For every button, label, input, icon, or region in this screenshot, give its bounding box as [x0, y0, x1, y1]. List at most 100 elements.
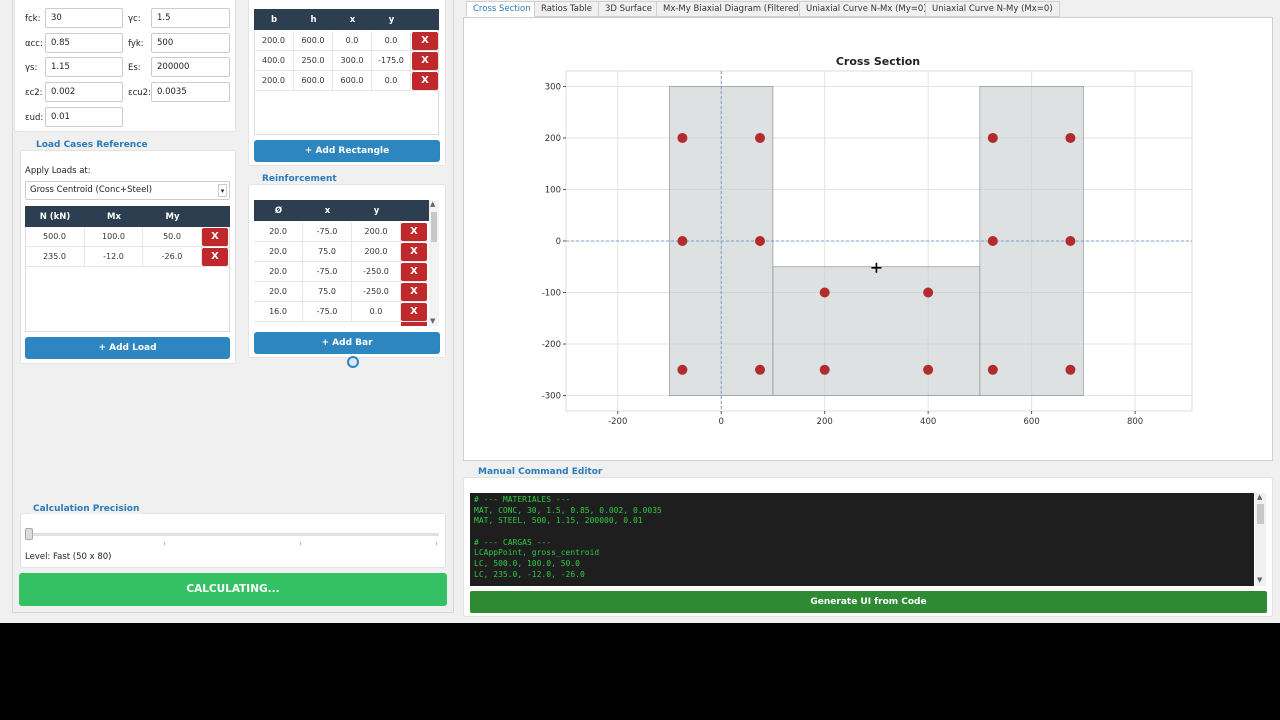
load-my-cell[interactable]: -26.0: [143, 247, 202, 266]
tab-5[interactable]: Uniaxial Curve N-My (Mx=0): [925, 1, 1060, 17]
calculate-button[interactable]: CALCULATING...: [19, 573, 447, 606]
rect-y-cell[interactable]: 0.0: [372, 71, 411, 90]
rect-h-cell[interactable]: 250.0: [294, 51, 333, 70]
plot-frame: -200 0 200 400 600 800 300 200 100 0 -100 -200 -300 …: [463, 17, 1273, 461]
bar-y-cell[interactable]: -250.0: [352, 262, 401, 281]
gamma-c-input[interactable]: 1.5: [151, 8, 230, 28]
delete-rect-button[interactable]: X: [412, 52, 438, 70]
tab-4[interactable]: Uniaxial Curve N-Mx (My=0): [799, 1, 934, 17]
y-tick-label: -100: [542, 289, 561, 299]
scroll-down-icon[interactable]: ▼: [1257, 576, 1263, 584]
fck-input[interactable]: 30: [45, 8, 123, 28]
rect-h-cell[interactable]: 600.0: [294, 31, 333, 50]
scroll-thumb[interactable]: [1257, 504, 1264, 524]
code-line: MAT, STEEL, 500, 1.15, 200000, 0.01: [474, 516, 643, 526]
delete-bar-button[interactable]: X: [401, 263, 427, 281]
bar-y-cell[interactable]: 200.0: [352, 242, 401, 261]
precision-slider-track[interactable]: [25, 533, 439, 536]
epsilon-c2-input[interactable]: 0.002: [45, 82, 123, 102]
rect-b-cell[interactable]: 400.0: [254, 51, 294, 70]
load-my-cell[interactable]: 50.0: [143, 227, 202, 246]
scroll-up-icon[interactable]: ▲: [1257, 493, 1263, 501]
code-line: # --- CARGAS ---: [474, 537, 552, 547]
bar-diameter-cell[interactable]: 20.0: [254, 262, 303, 281]
bar-x-cell[interactable]: 75.0: [303, 242, 352, 261]
code-line: LCAppPoint, gross_centroid: [474, 548, 600, 558]
delete-rect-button[interactable]: X: [412, 32, 438, 50]
y-tick-label: 200: [545, 134, 561, 144]
bar-x-cell[interactable]: -75.0: [303, 262, 352, 281]
bar-y-cell[interactable]: 200.0: [352, 222, 401, 241]
gamma-s-input[interactable]: 1.15: [45, 57, 123, 77]
es-label: Es:: [128, 63, 141, 73]
rect-b-cell[interactable]: 200.0: [254, 71, 294, 90]
add-rectangle-button[interactable]: + Add Rectangle: [254, 140, 440, 162]
delete-load-button[interactable]: X: [202, 228, 228, 246]
command-editor[interactable]: # --- MATERIALES --- MAT, CONC, 30, 1.5, …: [470, 493, 1254, 586]
epsilon-ud-input[interactable]: 0.01: [45, 107, 123, 127]
load-n-cell[interactable]: 235.0: [25, 247, 85, 266]
scroll-down-icon[interactable]: ▼: [430, 317, 436, 325]
fyk-input[interactable]: 500: [151, 33, 230, 53]
rect-h-cell[interactable]: 600.0: [294, 71, 333, 90]
rect-x-cell[interactable]: 600.0: [333, 71, 372, 90]
es-input[interactable]: 200000: [151, 57, 230, 77]
section-rectangle: [772, 266, 981, 396]
tab-0[interactable]: Cross Section: [466, 1, 538, 17]
bar-x-cell[interactable]: 75.0: [303, 282, 352, 301]
tab-1[interactable]: Ratios Table: [534, 1, 599, 17]
rebar-point: [677, 132, 688, 143]
delete-bar-button[interactable]: X: [401, 283, 427, 301]
epsilon-cu2-input[interactable]: 0.0035: [151, 82, 230, 102]
delete-bar-button[interactable]: X: [401, 243, 427, 261]
delete-bar-button[interactable]: X: [401, 223, 427, 241]
x-tick-label: 200: [817, 417, 833, 427]
bars-scrollbar[interactable]: ▲ ▼: [429, 200, 439, 326]
bar-x-cell[interactable]: -75.0: [303, 222, 352, 241]
apply-loads-select[interactable]: Gross Centroid (Conc+Steel) ▾: [25, 181, 230, 200]
delete-bar-button[interactable]: X: [401, 303, 427, 321]
tab-3[interactable]: Mx-My Biaxial Diagram (Filtered): [656, 1, 809, 17]
loads-table-header: N (kN) Mx My: [25, 206, 230, 227]
rebar-point: [819, 287, 830, 298]
chevron-down-icon: ▾: [218, 184, 227, 197]
alpha-cc-input[interactable]: 0.85: [45, 33, 123, 53]
table-row: 500.0 100.0 50.0: [25, 227, 230, 247]
table-row: 235.0 -12.0 -26.0: [25, 247, 230, 267]
editor-scrollbar[interactable]: ▲ ▼: [1255, 493, 1266, 586]
precision-title: Calculation Precision: [30, 504, 143, 514]
load-mx-cell[interactable]: -12.0: [85, 247, 143, 266]
rect-x-cell[interactable]: 300.0: [333, 51, 372, 70]
rect-y-cell[interactable]: -175.0: [372, 51, 411, 70]
rebar-point: [987, 364, 998, 375]
add-load-button[interactable]: + Add Load: [25, 337, 230, 359]
app-window: fck: 30 γc: 1.5 αcc: 0.85 fyk: 500 γs: 1…: [0, 0, 1280, 623]
loads-col-my: My: [165, 211, 180, 222]
rect-table-header: b h x y: [254, 9, 439, 30]
bar-y-cell[interactable]: -250.0: [352, 282, 401, 301]
rebar-point: [755, 364, 766, 375]
rect-x-cell[interactable]: 0.0: [333, 31, 372, 50]
rect-table-body: [254, 30, 439, 135]
bar-x-cell[interactable]: -75.0: [303, 302, 352, 321]
bar-diameter-cell[interactable]: 20.0: [254, 242, 303, 261]
precision-slider-thumb[interactable]: [25, 528, 33, 540]
load-mx-cell[interactable]: 100.0: [85, 227, 143, 246]
rect-y-cell[interactable]: 0.0: [372, 31, 411, 50]
bar-diameter-cell[interactable]: 16.0: [254, 302, 303, 321]
rebar-point: [755, 236, 766, 246]
add-bar-button[interactable]: + Add Bar: [254, 332, 440, 354]
scroll-thumb[interactable]: [431, 212, 437, 242]
epsilon-cu2-label: εcu2:: [128, 88, 151, 98]
delete-rect-button[interactable]: X: [412, 72, 438, 90]
rect-b-cell[interactable]: 200.0: [254, 31, 294, 50]
tab-2[interactable]: 3D Surface: [598, 1, 660, 17]
bar-diameter-cell[interactable]: 20.0: [254, 282, 303, 301]
generate-ui-button[interactable]: Generate UI from Code: [470, 591, 1267, 613]
delete-load-button[interactable]: X: [202, 248, 228, 266]
x-tick-label: 600: [1024, 417, 1040, 427]
load-n-cell[interactable]: 500.0: [25, 227, 85, 246]
bar-y-cell[interactable]: 0.0: [352, 302, 401, 321]
bar-diameter-cell[interactable]: 20.0: [254, 222, 303, 241]
scroll-up-icon[interactable]: ▲: [430, 200, 436, 208]
